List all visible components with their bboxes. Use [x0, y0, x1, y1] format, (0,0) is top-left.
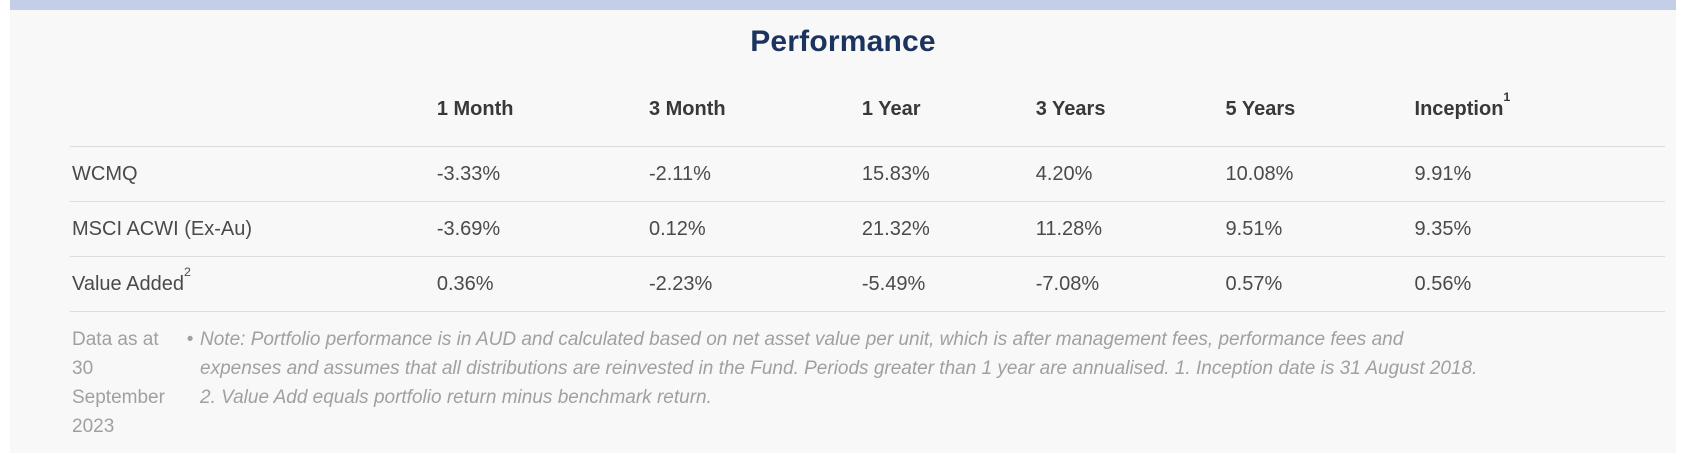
footnote-section: Data as at 30 September 2023 • Note: Por… — [72, 312, 1480, 441]
table-cell: 9.91% — [1414, 146, 1665, 202]
table-cell: 0.36% — [436, 256, 649, 312]
performance-table: 1 Month 3 Month 1 Year 3 Years 5 Years I… — [70, 61, 1665, 312]
table-cell: 9.35% — [1414, 201, 1665, 257]
column-header-5-years: 5 Years — [1225, 61, 1415, 147]
page-title: Performance — [750, 25, 936, 58]
column-header-label: 5 Years — [1225, 98, 1296, 120]
table-cell: 4.20% — [1035, 146, 1226, 202]
table-row-wcmq: WCMQ -3.33% -2.11% 15.83% 4.20% 10.08% 9… — [70, 146, 1665, 202]
column-header-3-years: 3 Years — [1035, 61, 1226, 147]
table-cell: 15.83% — [861, 146, 1036, 202]
table-cell: 0.57% — [1225, 256, 1415, 312]
column-header-label: 3 Month — [648, 98, 726, 120]
column-header-3-month: 3 Month — [648, 61, 862, 147]
column-header-superscript: 1 — [1503, 89, 1511, 104]
table-cell: -7.08% — [1035, 256, 1226, 312]
row-label-value-added: Value Added2 — [70, 256, 437, 312]
row-label-wcmq: WCMQ — [70, 146, 437, 202]
table-cell: -5.49% — [861, 256, 1036, 312]
table-row-msci-acwi: MSCI ACWI (Ex-Au) -3.69% 0.12% 21.32% 11… — [70, 201, 1665, 257]
table-cell: -3.69% — [436, 201, 649, 257]
data-as-at-label: Data as at 30 September 2023 — [72, 329, 165, 437]
top-accent-bar — [10, 0, 1676, 10]
column-header-label: Inception — [1414, 98, 1504, 120]
column-header-inception: Inception1 — [1414, 61, 1665, 147]
column-header-1-month: 1 Month — [436, 61, 649, 147]
performance-panel: Performance 1 Month 3 Month 1 Year 3 Yea… — [10, 10, 1676, 453]
row-label-superscript: 2 — [183, 264, 191, 279]
table-cell: 11.28% — [1035, 201, 1226, 257]
row-label-msci-acwi: MSCI ACWI (Ex-Au) — [70, 201, 437, 257]
table-cell: 0.56% — [1414, 256, 1665, 312]
table-cell: 0.12% — [648, 201, 862, 257]
footnote-text: Note: Portfolio performance is in AUD an… — [200, 329, 1478, 408]
table-cell: 10.08% — [1225, 146, 1415, 202]
table-header-row: 1 Month 3 Month 1 Year 3 Years 5 Years I… — [70, 61, 1665, 147]
note-bullet: • — [186, 329, 194, 350]
column-header-blank — [70, 61, 437, 147]
row-label-text: Value Added — [72, 273, 184, 295]
table-cell: -2.23% — [648, 256, 862, 312]
table-cell: -3.33% — [436, 146, 649, 202]
table-cell: 9.51% — [1225, 201, 1415, 257]
table-cell: -2.11% — [648, 146, 862, 202]
table-cell: 21.32% — [861, 201, 1036, 257]
column-header-label: 1 Month — [436, 98, 514, 120]
column-header-label: 3 Years — [1035, 98, 1106, 120]
column-header-label: 1 Year — [861, 98, 921, 120]
row-label-text: WCMQ — [72, 163, 138, 185]
table-row-value-added: Value Added2 0.36% -2.23% -5.49% -7.08% … — [70, 256, 1665, 312]
row-label-text: MSCI ACWI (Ex-Au) — [72, 218, 253, 240]
column-header-1-year: 1 Year — [861, 61, 1036, 147]
